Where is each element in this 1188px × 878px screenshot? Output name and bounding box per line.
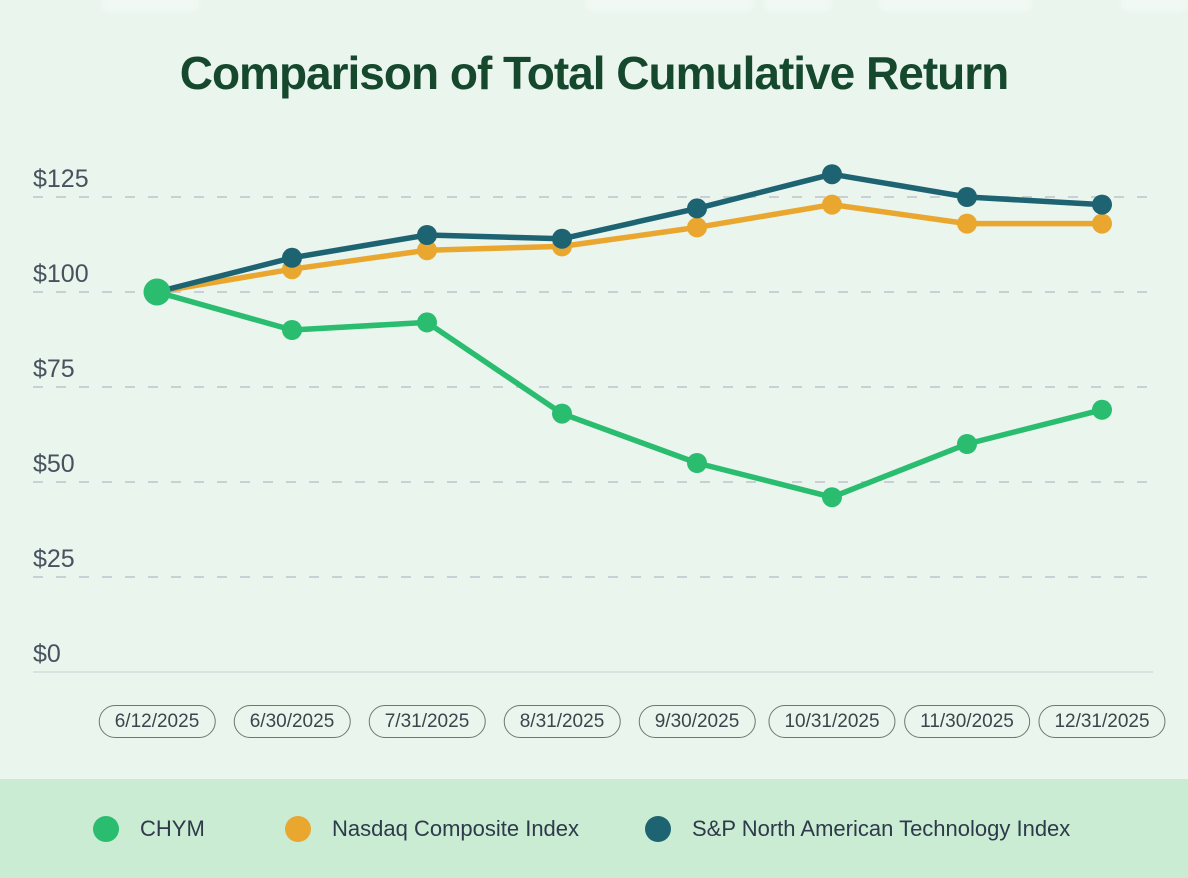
x-tick-pill: 8/31/2025 (503, 705, 621, 738)
x-tick-pill: 6/12/2025 (98, 705, 216, 738)
y-tick-label: $100 (33, 260, 89, 288)
y-tick-label: $50 (33, 450, 75, 478)
data-point (552, 228, 572, 249)
series-line-nasdaq (154, 201, 1105, 295)
data-point (822, 164, 842, 185)
data-point (417, 312, 437, 333)
series-line-chym (154, 289, 1105, 500)
data-point (687, 453, 707, 473)
legend-label: CHYM (140, 815, 205, 841)
data-point (1092, 194, 1112, 215)
y-tick-label: $25 (33, 545, 75, 573)
data-point (957, 213, 977, 234)
data-point (143, 278, 171, 306)
data-point (417, 240, 437, 261)
data-point (552, 403, 572, 424)
data-point (1092, 213, 1112, 234)
data-point (282, 247, 302, 268)
y-tick-label: $125 (33, 165, 89, 193)
data-point (282, 320, 302, 340)
x-tick-pill: 6/30/2025 (233, 705, 351, 738)
line-chart: $125 $100 $75 $50 $25 $0 (33, 164, 1153, 673)
data-point (957, 187, 977, 207)
x-tick-pill: 7/31/2025 (368, 705, 486, 738)
data-point (1092, 399, 1112, 420)
legend: CHYM Nasdaq Composite Index S&P North Amer… (0, 779, 1188, 878)
y-tick-label: $75 (33, 355, 75, 383)
y-tick-label: $0 (33, 640, 61, 668)
x-tick-pill: 10/31/2025 (768, 705, 896, 738)
legend-label: S&P North American Technology Index (692, 815, 1071, 841)
legend-item: S&P North American Technology Index (645, 779, 1070, 878)
legend-item: Nasdaq Composite Index (285, 779, 579, 878)
data-point (822, 487, 842, 508)
chart-title: Comparison of Total Cumulative Return (179, 47, 1010, 99)
data-point (822, 194, 842, 215)
legend-item: CHYM (93, 779, 205, 878)
x-axis: 6/12/2025 6/30/2025 7/31/2025 8/31/2025 9/30… (0, 705, 1188, 741)
data-point (417, 225, 437, 245)
x-tick-pill: 9/30/2025 (638, 705, 756, 738)
legend-dot-icon (93, 815, 119, 842)
data-point (687, 198, 707, 219)
legend-label: Nasdaq Composite Index (332, 815, 580, 841)
data-point (957, 434, 977, 454)
x-tick-pill: 12/31/2025 (1038, 705, 1166, 738)
series-line-sp-tech (154, 171, 1105, 295)
data-point (687, 217, 707, 238)
legend-dot-icon (645, 815, 671, 842)
legend-dot-icon (285, 815, 311, 842)
x-tick-pill: 11/30/2025 (904, 705, 1030, 738)
